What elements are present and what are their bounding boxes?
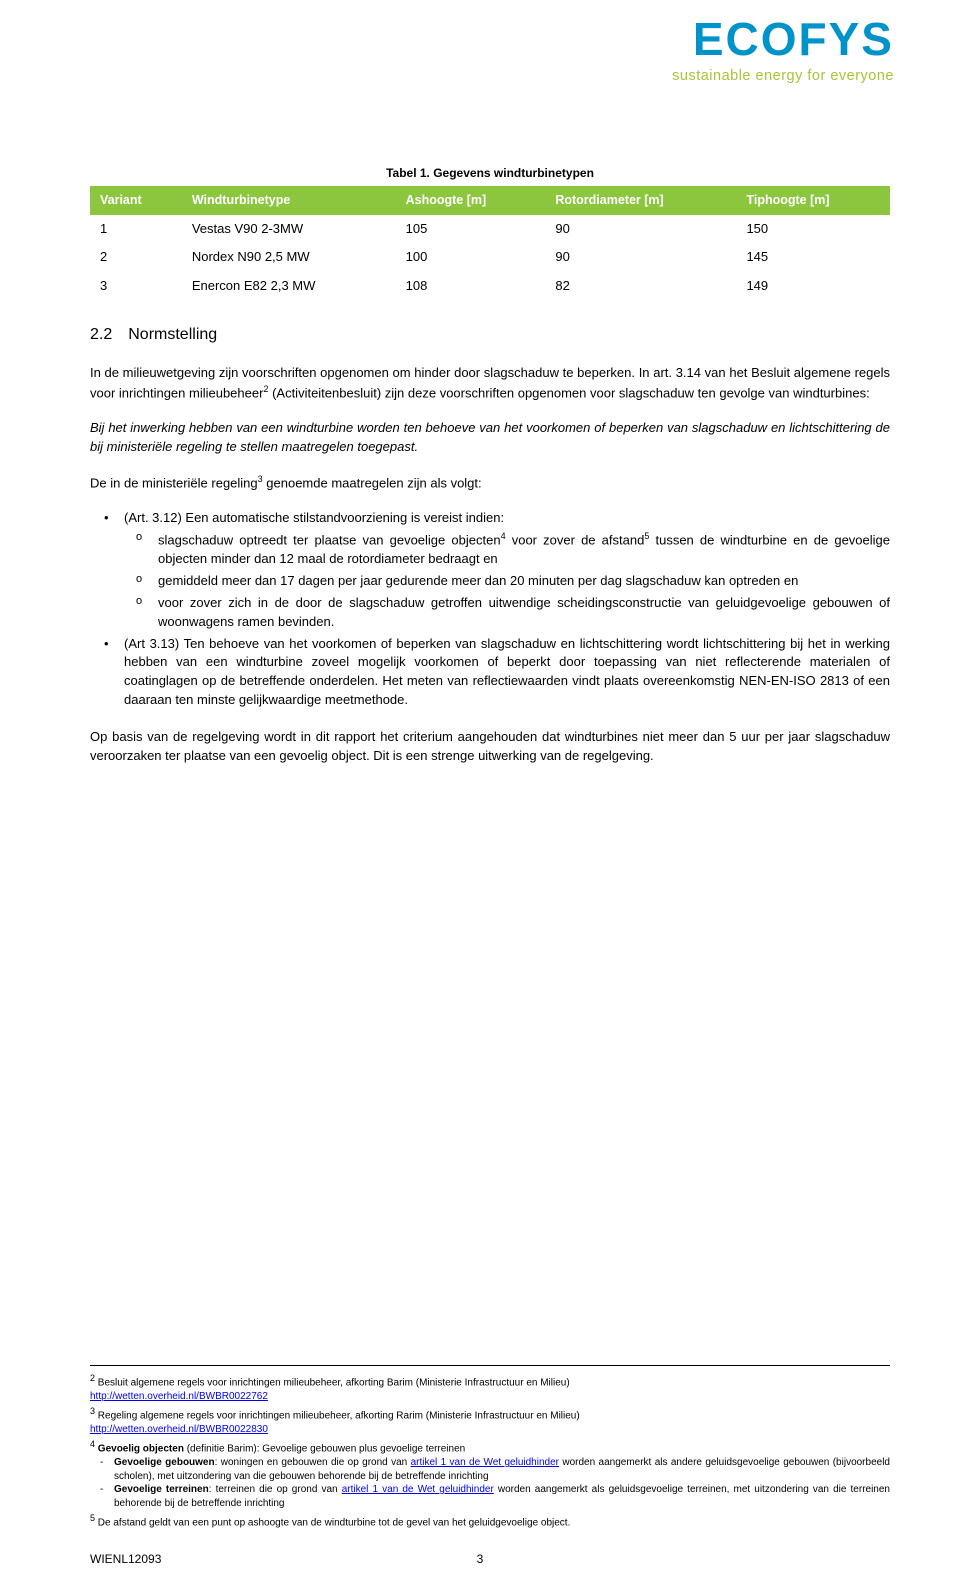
- text: : terreinen die op grond van: [209, 1484, 342, 1495]
- col-tip: Tiphoogte [m]: [736, 186, 890, 214]
- cell: 105: [396, 215, 546, 244]
- sub-list: slagschaduw optreedt ter plaatse van gev…: [124, 530, 890, 632]
- footnote-2: 2 Besluit algemene regels voor inrichtin…: [90, 1372, 890, 1403]
- cell: 2: [90, 243, 182, 272]
- col-type: Windturbinetype: [182, 186, 396, 214]
- footer-code: WIENL12093: [90, 1551, 161, 1568]
- cell: 108: [396, 272, 546, 301]
- logo-block: ECOFYS sustainable energy for everyone: [672, 18, 894, 87]
- logo-tagline: sustainable energy for everyone: [672, 66, 894, 87]
- list-item: (Art 3.13) Ten behoeve van het voorkomen…: [90, 635, 890, 710]
- footnote-marker: 5: [90, 1513, 95, 1523]
- text-bold: Gevoelige terreinen: [114, 1484, 209, 1495]
- text: genoemde maatregelen zijn als volgt:: [263, 475, 482, 490]
- text: Regeling algemene regels voor inrichting…: [98, 1410, 580, 1421]
- text-bold: Gevoelig objecten: [98, 1444, 184, 1455]
- page: ECOFYS sustainable energy for everyone T…: [0, 0, 960, 1590]
- cell: Vestas V90 2-3MW: [182, 215, 396, 244]
- cell: 90: [545, 215, 736, 244]
- cell: 145: [736, 243, 890, 272]
- table-row: 3 Enercon E82 2,3 MW 108 82 149: [90, 272, 890, 301]
- cell: 82: [545, 272, 736, 301]
- text: De afstand geldt van een punt op ashoogt…: [98, 1518, 571, 1529]
- cell: Nordex N90 2,5 MW: [182, 243, 396, 272]
- sub-list-item: gemiddeld meer dan 17 dagen per jaar ged…: [124, 572, 890, 591]
- col-variant: Variant: [90, 186, 182, 214]
- text: De in de ministeriële regeling: [90, 475, 258, 490]
- text: : woningen en gebouwen die op grond van: [215, 1457, 411, 1468]
- table-caption: Tabel 1. Gegevens windturbinetypen: [90, 165, 890, 182]
- sub-list-item: voor zover zich in de door de slagschadu…: [124, 594, 890, 632]
- cell: Enercon E82 2,3 MW: [182, 272, 396, 301]
- logo-brand: ECOFYS: [672, 18, 894, 62]
- paragraph-italic: Bij het inwerking hebben van een windtur…: [90, 419, 890, 457]
- footnote-link[interactable]: http://wetten.overheid.nl/BWBR0022830: [90, 1424, 268, 1435]
- paragraph: De in de ministeriële regeling3 genoemde…: [90, 473, 890, 493]
- cell: 1: [90, 215, 182, 244]
- footnote-marker: 3: [90, 1406, 95, 1416]
- footnote-subitem: Gevoelige gebouwen: woningen en gebouwen…: [90, 1456, 890, 1483]
- footnote-5: 5 De afstand geldt van een punt op ashoo…: [90, 1512, 890, 1530]
- table-row: 1 Vestas V90 2-3MW 105 90 150: [90, 215, 890, 244]
- footnote-marker: 2: [90, 1373, 95, 1383]
- col-ashoogte: Ashoogte [m]: [396, 186, 546, 214]
- turbine-table: Variant Windturbinetype Ashoogte [m] Rot…: [90, 186, 890, 301]
- cell: 149: [736, 272, 890, 301]
- table-header-row: Variant Windturbinetype Ashoogte [m] Rot…: [90, 186, 890, 214]
- footnote-3: 3 Regeling algemene regels voor inrichti…: [90, 1405, 890, 1436]
- section-heading: 2.2 Normstelling: [90, 323, 890, 346]
- text: (Art. 3.12) Een automatische stilstandvo…: [124, 510, 504, 525]
- text: (Activiteitenbesluit) zijn deze voorschr…: [268, 385, 869, 400]
- bullet-list: (Art. 3.12) Een automatische stilstandvo…: [90, 509, 890, 710]
- section-number: 2.2: [90, 323, 112, 346]
- paragraph: In de milieuwetgeving zijn voorschriften…: [90, 364, 890, 403]
- cell: 90: [545, 243, 736, 272]
- col-rotor: Rotordiameter [m]: [545, 186, 736, 214]
- cell: 150: [736, 215, 890, 244]
- footnote-marker: 4: [90, 1439, 95, 1449]
- text: voor zover de afstand: [506, 532, 645, 547]
- cell: 3: [90, 272, 182, 301]
- text: Besluit algemene regels voor inrichtinge…: [98, 1377, 570, 1388]
- footnotes: 2 Besluit algemene regels voor inrichtin…: [90, 1365, 890, 1532]
- list-item: (Art. 3.12) Een automatische stilstandvo…: [90, 509, 890, 631]
- footnote-4: 4 Gevoelig objecten (definitie Barim): G…: [90, 1438, 890, 1510]
- text-bold: Gevoelige gebouwen: [114, 1457, 215, 1468]
- footnote-subitem: Gevoelige terreinen: terreinen die op gr…: [90, 1483, 890, 1510]
- footnote-link[interactable]: http://wetten.overheid.nl/BWBR0022762: [90, 1391, 268, 1402]
- footer-page-number: 3: [477, 1551, 484, 1568]
- content: Tabel 1. Gegevens windturbinetypen Varia…: [90, 40, 890, 766]
- cell: 100: [396, 243, 546, 272]
- text: slagschaduw optreedt ter plaatse van gev…: [158, 532, 501, 547]
- paragraph: Op basis van de regelgeving wordt in dit…: [90, 728, 890, 766]
- text: (definitie Barim): Gevoelige gebouwen pl…: [184, 1444, 465, 1455]
- table-row: 2 Nordex N90 2,5 MW 100 90 145: [90, 243, 890, 272]
- sub-list-item: slagschaduw optreedt ter plaatse van gev…: [124, 530, 890, 569]
- section-title: Normstelling: [128, 326, 217, 343]
- footnote-link[interactable]: artikel 1 van de Wet geluidhinder: [411, 1457, 559, 1468]
- footnote-link[interactable]: artikel 1 van de Wet geluidhinder: [342, 1484, 494, 1495]
